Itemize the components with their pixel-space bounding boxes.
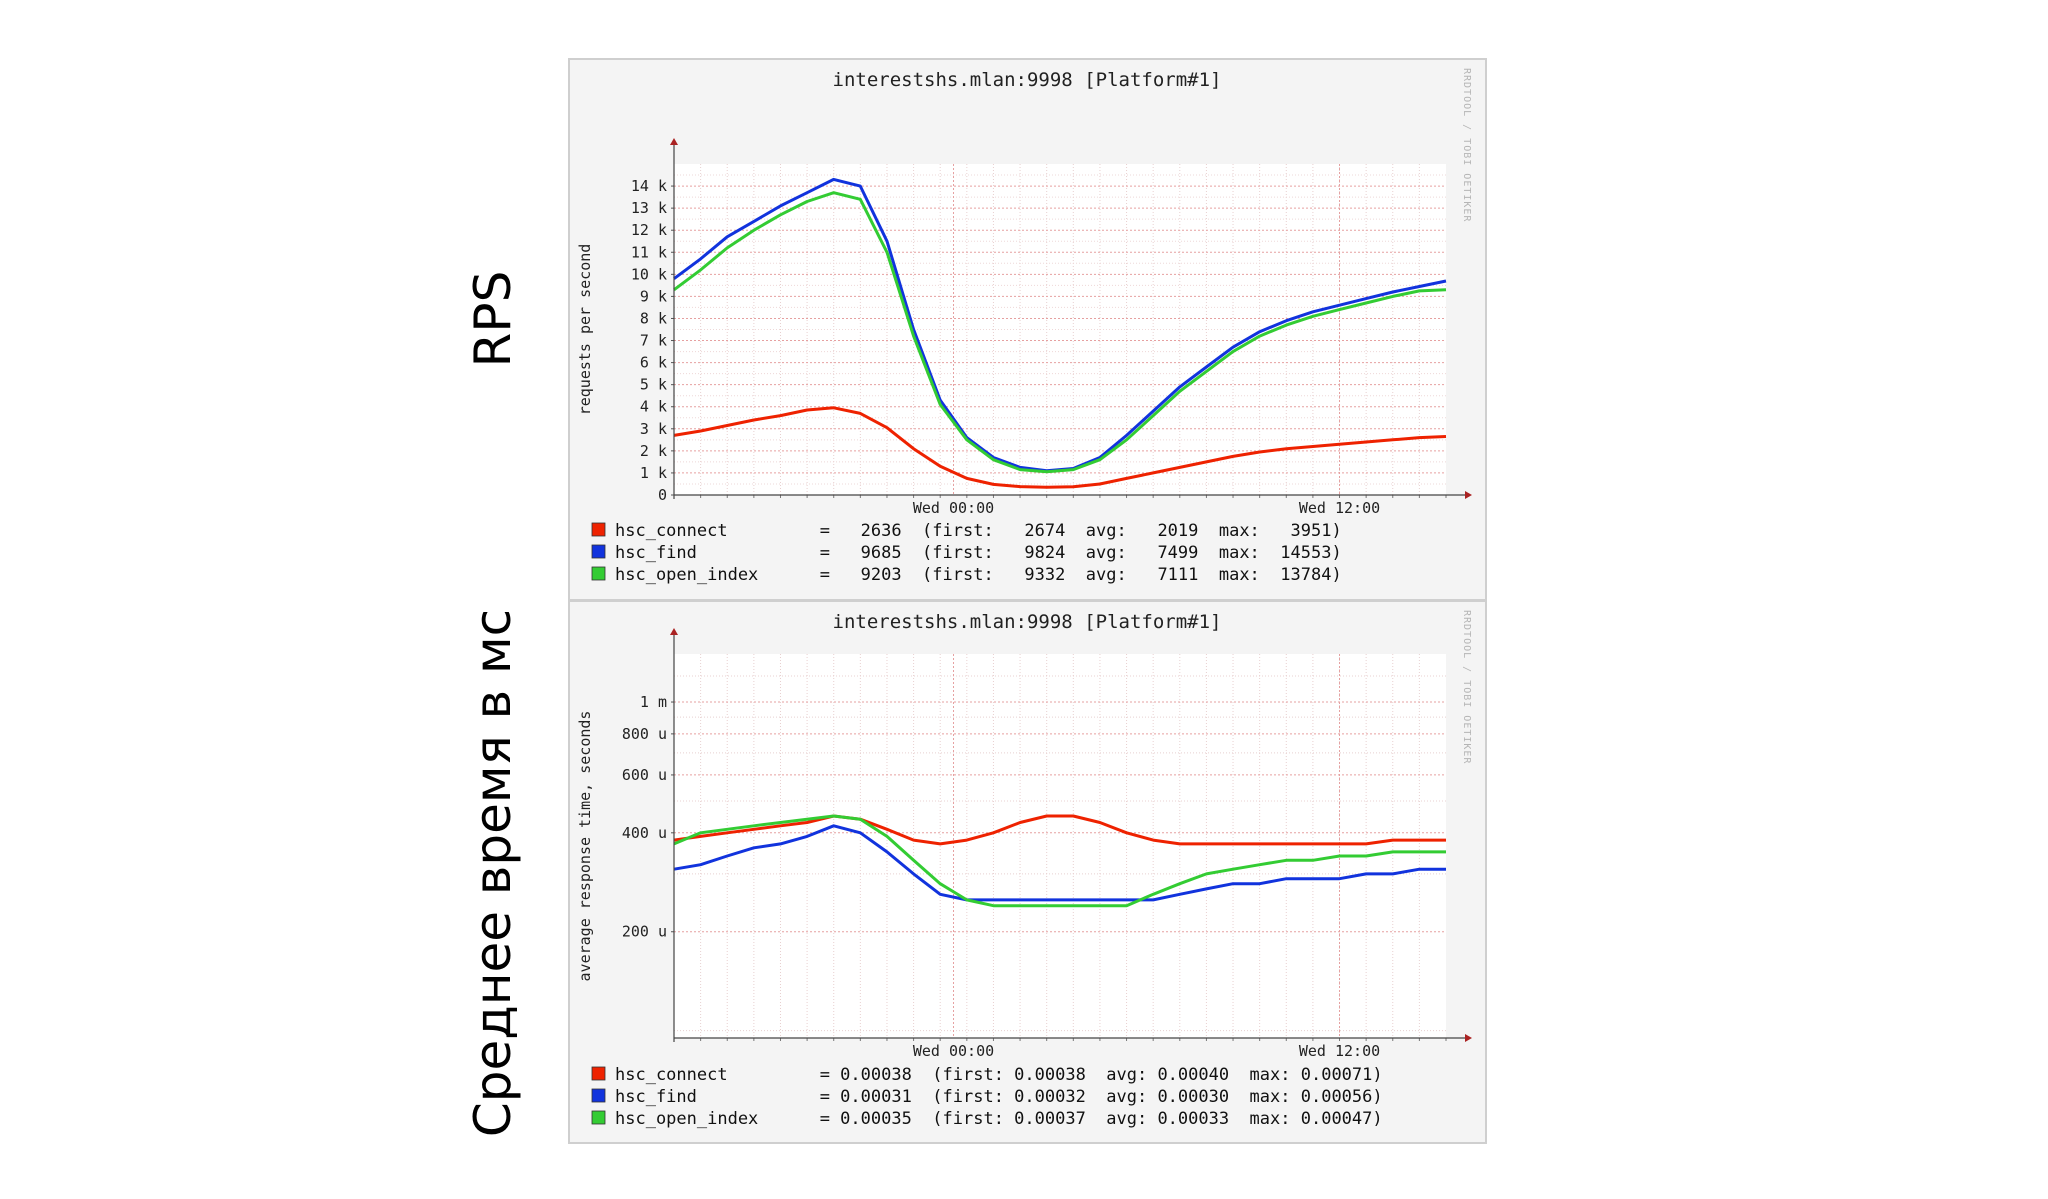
legend-swatch-hsc_find	[591, 1088, 606, 1103]
y-tick-label: 9 k	[640, 287, 667, 305]
x-axis-arrow	[1465, 1034, 1472, 1042]
rps-side-label: RPS	[464, 270, 522, 368]
legend-entry-hsc_connect: hsc_connect = 2636 (first: 2674 avg: 201…	[615, 521, 1342, 541]
series-line-hsc_connect	[673, 406, 1447, 489]
plot-area	[674, 164, 1446, 495]
y-tick-label: 0	[658, 486, 667, 504]
legend-entry-hsc_find: hsc_find = 0.00031 (first: 0.00032 avg: …	[615, 1087, 1383, 1107]
y-tick-label: 7 k	[640, 332, 667, 350]
legend-swatch-hsc_connect	[591, 522, 606, 537]
legend-entry-hsc_connect: hsc_connect = 0.00038 (first: 0.00038 av…	[615, 1065, 1383, 1085]
minor-vertical-grid	[700, 654, 1420, 1038]
x-tick-label: Wed 00:00	[913, 499, 994, 517]
rps-chart: interestshs.mlan:9998 [Platform#1] reques…	[576, 68, 1472, 585]
y-tick-label: 800 u	[622, 725, 667, 743]
chart-title: interestshs.mlan:9998 [Platform#1]	[833, 611, 1222, 633]
series-line-hsc_find	[673, 824, 1446, 902]
legend: hsc_connect = 2636 (first: 2674 avg: 201…	[591, 521, 1342, 585]
y-tick-label: 2 k	[640, 442, 667, 460]
response-time-chart: interestshs.mlan:9998 [Platform#1] averag…	[576, 610, 1472, 1129]
plot-area	[674, 654, 1446, 1038]
y-tick-label: 600 u	[622, 766, 667, 784]
legend-entry-hsc_open_index: hsc_open_index = 9203 (first: 9332 avg: …	[615, 565, 1342, 585]
y-tick-label: 1 k	[640, 464, 667, 482]
y-tick-label: 5 k	[640, 376, 667, 394]
chart-title: interestshs.mlan:9998 [Platform#1]	[833, 69, 1222, 91]
legend-swatch-hsc_open_index	[591, 566, 606, 581]
y-axis-label: requests per second	[576, 244, 594, 416]
watermark: RRDTOOL / TOBI OETIKER	[1461, 68, 1472, 222]
legend-swatch-hsc_open_index	[591, 1110, 606, 1125]
rps-chart-panel: interestshs.mlan:9998 [Platform#1] reques…	[568, 58, 1487, 601]
watermark: RRDTOOL / TOBI OETIKER	[1461, 610, 1472, 764]
series-line-hsc_open_index	[673, 191, 1447, 474]
x-tick-label: Wed 12:00	[1299, 1042, 1380, 1060]
legend-swatch-hsc_find	[591, 544, 606, 559]
y-tick-label: 4 k	[640, 398, 667, 416]
series-line-hsc_connect	[673, 814, 1446, 846]
y-tick-label: 12 k	[631, 221, 667, 239]
y-tick-label: 13 k	[631, 199, 667, 217]
avg-time-side-label: Среднее время в мс	[464, 608, 522, 1138]
series-line-hsc_open_index	[673, 814, 1446, 908]
x-axis-arrow	[1465, 491, 1472, 499]
legend-entry-hsc_find: hsc_find = 9685 (first: 9824 avg: 7499 m…	[615, 543, 1342, 563]
y-axis-arrow	[670, 138, 678, 145]
y-tick-label: 8 k	[640, 309, 667, 327]
y-axis-label: average response time, seconds	[576, 711, 594, 982]
x-tick-label: Wed 12:00	[1299, 499, 1380, 517]
y-tick-label: 3 k	[640, 420, 667, 438]
x-tick-label: Wed 00:00	[913, 1042, 994, 1060]
legend-entry-hsc_open_index: hsc_open_index = 0.00035 (first: 0.00037…	[615, 1109, 1383, 1129]
y-tick-label: 14 k	[631, 177, 667, 195]
y-tick-label: 1 m	[640, 693, 667, 711]
response-time-chart-panel: interestshs.mlan:9998 [Platform#1] averag…	[568, 600, 1487, 1144]
y-tick-label: 400 u	[622, 824, 667, 842]
y-tick-label: 6 k	[640, 354, 667, 372]
y-axis-arrow	[670, 628, 678, 635]
y-tick-label: 10 k	[631, 265, 667, 283]
y-tick-label: 11 k	[631, 243, 667, 261]
legend-swatch-hsc_connect	[591, 1066, 606, 1081]
legend: hsc_connect = 0.00038 (first: 0.00038 av…	[591, 1065, 1383, 1129]
y-tick-label: 200 u	[622, 923, 667, 941]
